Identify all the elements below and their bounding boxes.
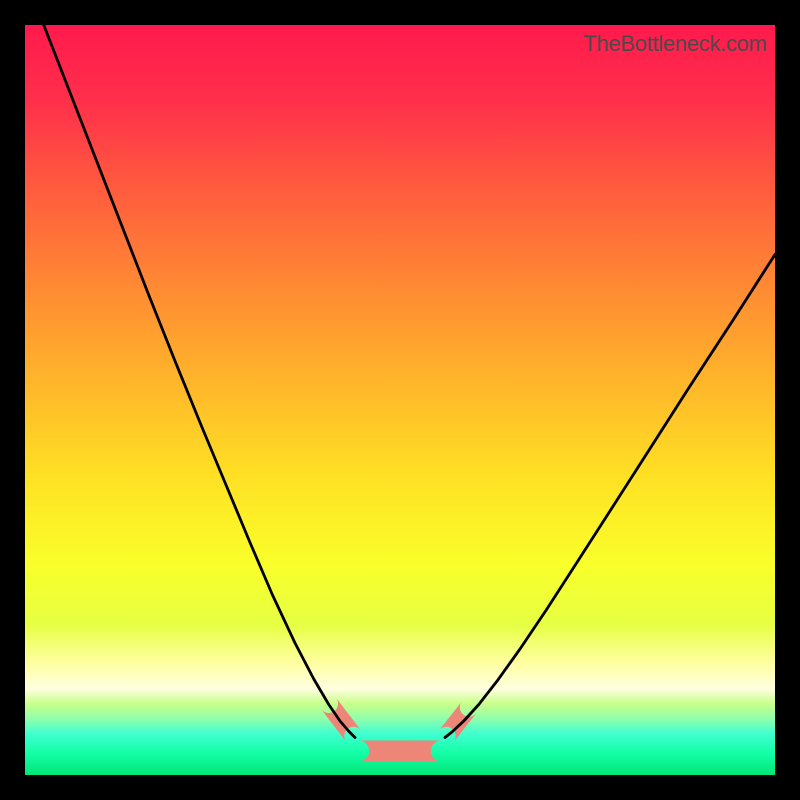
right-curve <box>445 255 775 738</box>
right-arm-capsule <box>439 702 476 742</box>
left-curve <box>44 25 355 738</box>
bottom-flat-capsule <box>359 741 442 762</box>
curves-layer <box>25 25 775 775</box>
outer-frame: TheBottleneck.com <box>0 0 800 800</box>
plot-area: TheBottleneck.com <box>25 25 775 775</box>
